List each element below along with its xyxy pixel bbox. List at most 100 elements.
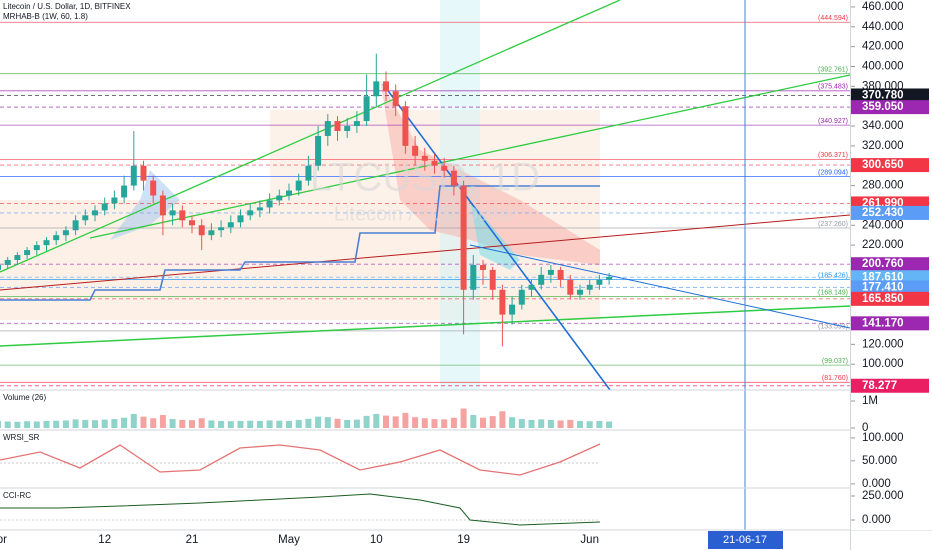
price-box xyxy=(851,88,929,103)
volume-bar xyxy=(159,415,166,428)
candle-body xyxy=(43,240,50,246)
y-tick-label: 460.000 xyxy=(862,1,904,13)
x-tick-label: May xyxy=(278,534,300,546)
price-box xyxy=(851,280,929,295)
cloud xyxy=(110,170,180,240)
volume-bar xyxy=(547,419,554,428)
volume-bar xyxy=(596,420,603,428)
candle-body xyxy=(353,121,360,127)
y-tick-label: 250.000 xyxy=(862,490,904,502)
candle-body xyxy=(547,269,554,275)
candle-body xyxy=(179,210,186,221)
price-box xyxy=(851,100,929,115)
volume-bar xyxy=(237,420,244,428)
candle-body xyxy=(334,121,341,131)
candle-body xyxy=(305,165,312,181)
candle-body xyxy=(72,220,79,231)
candle-body xyxy=(189,220,195,226)
y-tick-label: 320.000 xyxy=(862,140,904,152)
candle-body xyxy=(140,165,147,181)
indicator-line xyxy=(0,493,601,526)
candle-body xyxy=(266,200,273,208)
y-tick-label: 100.000 xyxy=(862,432,904,444)
candle-body xyxy=(121,185,128,198)
volume-bar xyxy=(4,421,11,428)
fib-label: (133.593) xyxy=(818,324,848,331)
price-box-label: 370.780 xyxy=(862,90,904,102)
fib-label: (375.483) xyxy=(818,84,848,91)
volume-bar xyxy=(189,420,195,428)
candle-body xyxy=(286,190,292,196)
candle-body xyxy=(101,203,108,211)
price-box xyxy=(851,378,929,393)
fib-label: (392.761) xyxy=(818,67,848,74)
volume-bar xyxy=(198,418,205,428)
candle-body xyxy=(130,165,137,186)
candle-body xyxy=(256,207,263,211)
candle-body xyxy=(480,264,486,270)
candle-body xyxy=(198,225,205,236)
y-tick-label: 50.000 xyxy=(862,455,897,467)
x-tick-label: 19 xyxy=(457,534,470,546)
indicator-name: MRHAB-B (1W, 60, 1.8) xyxy=(3,12,88,21)
candle-body xyxy=(518,289,525,305)
volume-bar xyxy=(586,421,593,428)
y-tick-label: 0.000 xyxy=(862,478,891,490)
candle-body xyxy=(237,215,244,223)
trend-line xyxy=(0,214,851,291)
volume-bar xyxy=(82,419,89,428)
candle-body xyxy=(557,269,564,280)
price-box-label: 187.610 xyxy=(862,271,904,283)
indicator-line xyxy=(0,443,601,476)
volume-bar xyxy=(43,420,50,428)
candle-body xyxy=(431,160,438,166)
y-tick-label: 420.000 xyxy=(862,41,904,53)
volume-bar xyxy=(121,417,128,428)
candle-body xyxy=(538,274,545,285)
pane-title: WRSI_SR xyxy=(3,433,40,442)
candle-body xyxy=(363,96,370,122)
trend-line xyxy=(469,244,851,329)
volume-bar xyxy=(169,419,176,428)
volume-bar xyxy=(130,413,137,428)
volume-bar xyxy=(489,416,496,428)
candle-body xyxy=(227,222,234,228)
y-tick-label: 0.000 xyxy=(862,514,891,526)
price-box xyxy=(851,205,929,220)
volume-bar xyxy=(305,418,312,428)
trend-line xyxy=(89,74,851,239)
volume-bar xyxy=(256,420,263,428)
volume-bar xyxy=(412,417,419,428)
trend-line xyxy=(0,305,851,347)
volume-bar xyxy=(101,419,108,428)
fib-label: (340.927) xyxy=(818,118,848,125)
candle-body xyxy=(596,279,603,285)
volume-bar xyxy=(373,413,380,428)
price-box xyxy=(851,291,929,306)
crosshair-label-box xyxy=(708,531,783,549)
fib-label: (99.037) xyxy=(822,358,848,365)
candle-body xyxy=(383,81,389,92)
candle-body xyxy=(208,230,215,236)
crosshair-label: 21-06-17 xyxy=(723,534,767,546)
candle-body xyxy=(577,289,583,295)
candle-body xyxy=(421,155,428,161)
candle-body xyxy=(159,195,166,216)
candle-body xyxy=(62,230,69,236)
volume-bar xyxy=(528,419,535,428)
x-tick-label: Apr xyxy=(0,534,7,546)
y-tick-label: 100.000 xyxy=(862,358,904,370)
volume-bar xyxy=(62,420,69,428)
candle-body xyxy=(586,284,593,290)
volume-bar xyxy=(0,420,1,428)
volume-bar xyxy=(33,421,40,428)
x-tick-label: Jun xyxy=(580,534,599,546)
y-tick-label: 0 xyxy=(862,422,868,434)
volume-bar xyxy=(218,420,225,428)
price-box-label: 252.430 xyxy=(862,207,904,219)
candle-body xyxy=(470,264,477,290)
candle-body xyxy=(402,106,409,146)
volume-bar xyxy=(392,416,399,428)
volume-bar xyxy=(111,419,118,428)
candle-body xyxy=(324,121,331,136)
